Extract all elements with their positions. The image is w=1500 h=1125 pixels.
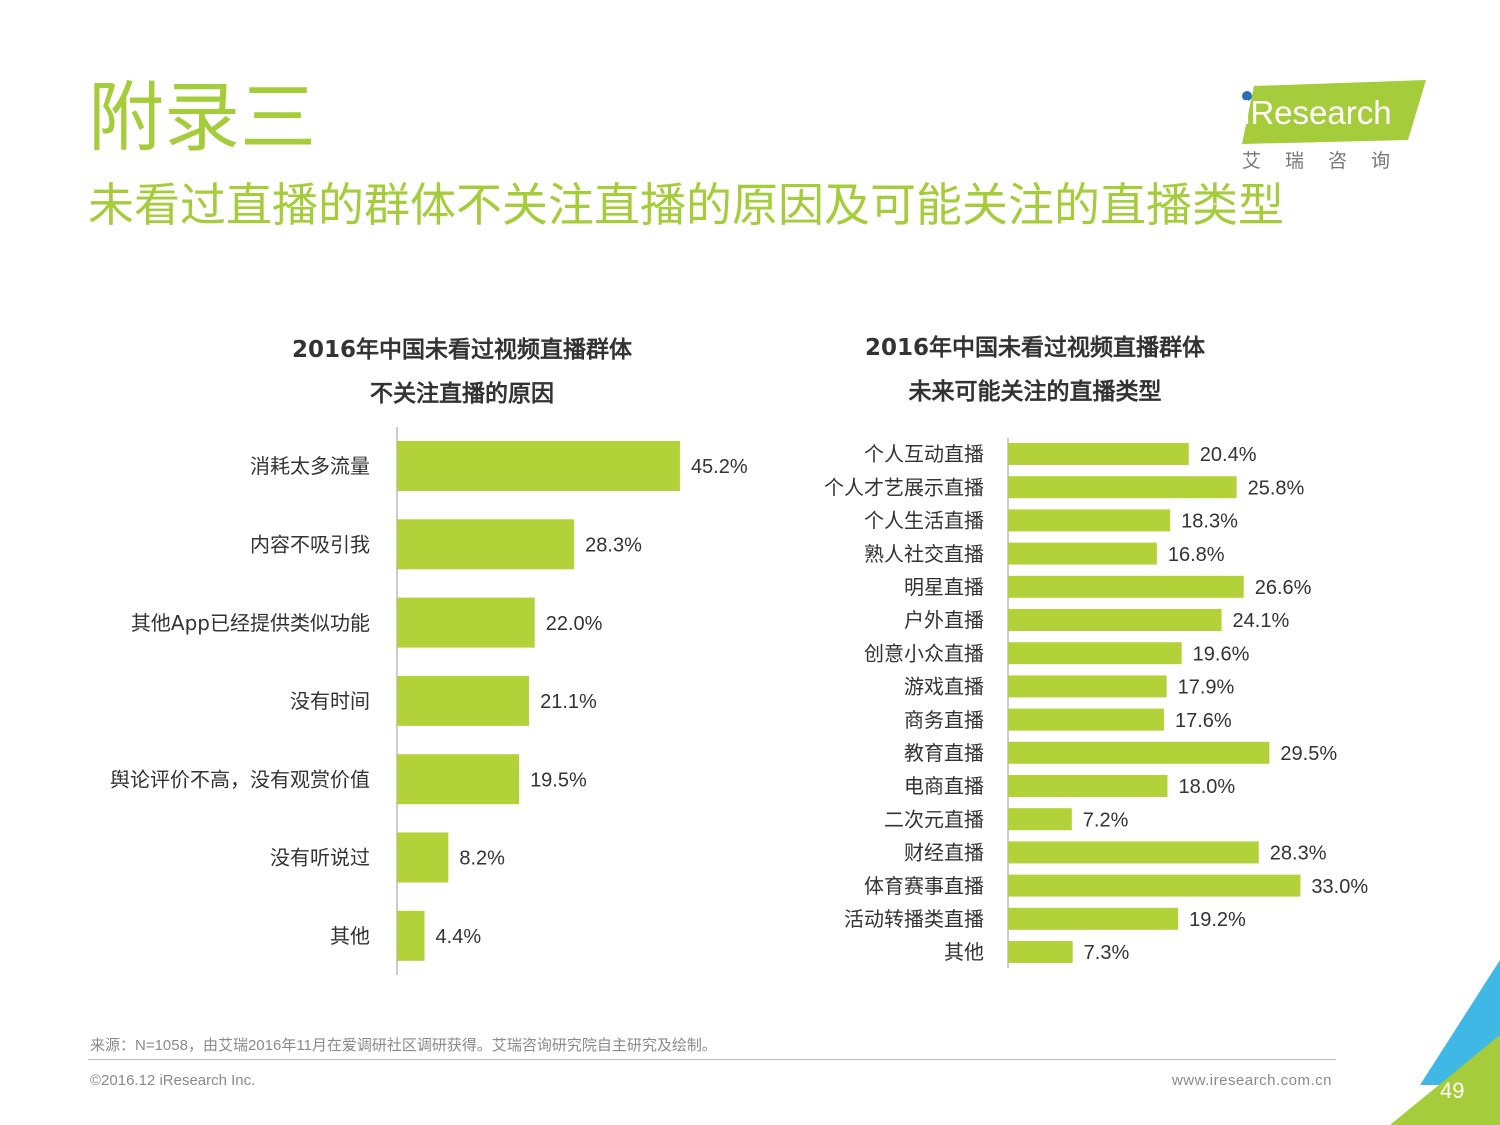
right-chart-data-label: 7.2%	[1083, 809, 1129, 831]
right-chart-category-label: 其他	[944, 940, 984, 964]
right-chart-data-label: 16.8%	[1168, 544, 1225, 566]
left-chart-title: 2016年中国未看过视频直播群体 不关注直播的原因	[232, 328, 692, 416]
right-chart-bar	[1008, 808, 1072, 831]
left-chart-bar	[397, 597, 535, 648]
right-chart-bar	[1008, 708, 1164, 731]
right-chart-data-label: 17.6%	[1175, 710, 1232, 732]
right-chart-data-label: 19.6%	[1193, 643, 1250, 665]
iresearch-logo: iResearch	[1242, 80, 1426, 144]
right-chart-data-label: 26.6%	[1255, 577, 1312, 599]
left-chart-category-label: 内容不吸引我	[250, 533, 370, 557]
left-chart-title-line2: 不关注直播的原因	[370, 381, 554, 407]
right-chart-bar	[1008, 775, 1168, 797]
right-chart-bar	[1008, 642, 1182, 665]
right-chart-category-label: 个人互动直播	[864, 442, 984, 466]
right-chart-bar	[1008, 675, 1167, 698]
right-chart-bar	[1008, 941, 1073, 963]
page-subtitle: 未看过直播的群体不关注直播的原因及可能关注的直播类型	[88, 178, 1284, 232]
right-chart-data-label: 33.0%	[1311, 876, 1368, 898]
left-chart-bar	[397, 910, 425, 961]
right-chart-bar	[1008, 476, 1237, 499]
right-chart-category-label: 户外直播	[904, 608, 984, 632]
right-chart-bar	[1008, 509, 1171, 532]
right-chart-bar	[1008, 874, 1301, 897]
left-chart-data-label: 8.2%	[459, 848, 505, 870]
right-chart-data-label: 24.1%	[1233, 610, 1290, 632]
left-chart-data-label: 21.1%	[540, 691, 597, 713]
right-chart-data-label: 28.3%	[1270, 843, 1327, 865]
right-chart-bar	[1008, 575, 1244, 598]
left-chart-data-label: 45.2%	[691, 456, 748, 478]
right-chart-data-label: 29.5%	[1280, 743, 1337, 765]
footer-copyright: ©2016.12 iResearch Inc.	[90, 1072, 256, 1089]
left-chart-bar	[397, 754, 520, 805]
right-chart-bar	[1008, 542, 1157, 565]
right-chart-category-label: 体育赛事直播	[864, 874, 984, 898]
right-chart-category-label: 熟人社交直播	[864, 542, 984, 566]
left-chart-category-label: 舆论评价不高，没有观赏价值	[110, 767, 370, 791]
right-chart-data-label: 20.4%	[1200, 444, 1257, 466]
left-chart-bar	[397, 832, 449, 883]
footer-website: www.iresearch.com.cn	[1171, 1072, 1332, 1089]
right-chart-category-label: 游戏直播	[904, 675, 984, 699]
right-chart-title-line2: 未来可能关注的直播类型	[908, 379, 1162, 405]
right-chart-data-label: 17.9%	[1178, 677, 1235, 699]
right-chart-bar	[1008, 907, 1179, 930]
left-chart-category-label: 没有时间	[290, 689, 370, 713]
left-chart-category-label: 其他	[330, 924, 370, 948]
right-chart-data-label: 25.8%	[1248, 477, 1305, 499]
left-chart-data-label: 19.5%	[530, 769, 587, 791]
footer-divider	[88, 1059, 1336, 1060]
left-chart-bar	[397, 519, 575, 570]
right-chart-category-label: 二次元直播	[884, 807, 984, 831]
right-chart-bar	[1008, 443, 1189, 465]
right-chart-category-label: 教育直播	[904, 741, 984, 765]
right-chart-data-label: 7.3%	[1084, 942, 1130, 964]
left-chart-category-label: 没有听说过	[270, 846, 370, 870]
right-chart-category-label: 商务直播	[904, 708, 984, 732]
left-chart-data-label: 4.4%	[436, 926, 482, 948]
left-chart-data-label: 22.0%	[546, 613, 603, 635]
right-chart-bar	[1008, 741, 1270, 764]
right-chart-title: 2016年中国未看过视频直播群体 未来可能关注的直播类型	[805, 326, 1265, 414]
right-chart-data-label: 18.0%	[1179, 776, 1236, 798]
right-chart-title-line1: 2016年中国未看过视频直播群体	[864, 335, 1205, 361]
footer-source: 来源：N=1058，由艾瑞2016年11月在爱调研社区调研获得。艾瑞咨询研究院自…	[90, 1037, 717, 1054]
right-chart-bar	[1008, 841, 1259, 864]
page-number: 49	[1440, 1078, 1465, 1103]
right-chart-data-label: 18.3%	[1181, 511, 1238, 533]
right-chart-data-label: 19.2%	[1189, 909, 1246, 931]
left-chart-bar	[397, 675, 530, 726]
right-chart-category-label: 活动转播类直播	[844, 907, 984, 931]
logo-text: iResearch	[1243, 94, 1392, 131]
left-chart-title-line1: 2016年中国未看过视频直播群体	[291, 337, 632, 363]
left-chart-category-label: 消耗太多流量	[250, 454, 370, 478]
left-chart-data-label: 28.3%	[585, 535, 642, 557]
right-chart-category-label: 电商直播	[904, 774, 984, 798]
corner-decoration	[1390, 960, 1500, 1125]
left-chart-bar	[397, 441, 680, 491]
page-title: 附录三	[88, 73, 316, 162]
right-chart-bar	[1008, 609, 1222, 631]
right-chart-category-label: 个人才艺展示直播	[824, 475, 984, 499]
right-chart-category-label: 个人生活直播	[864, 509, 984, 533]
right-chart-category-label: 明星直播	[904, 575, 984, 599]
left-chart-category-label: 其他App已经提供类似功能	[131, 611, 370, 635]
right-chart-category-label: 财经直播	[904, 841, 984, 865]
right-chart-category-label: 创意小众直播	[864, 641, 984, 665]
logo-chinese: 艾瑞咨询	[1242, 150, 1415, 172]
